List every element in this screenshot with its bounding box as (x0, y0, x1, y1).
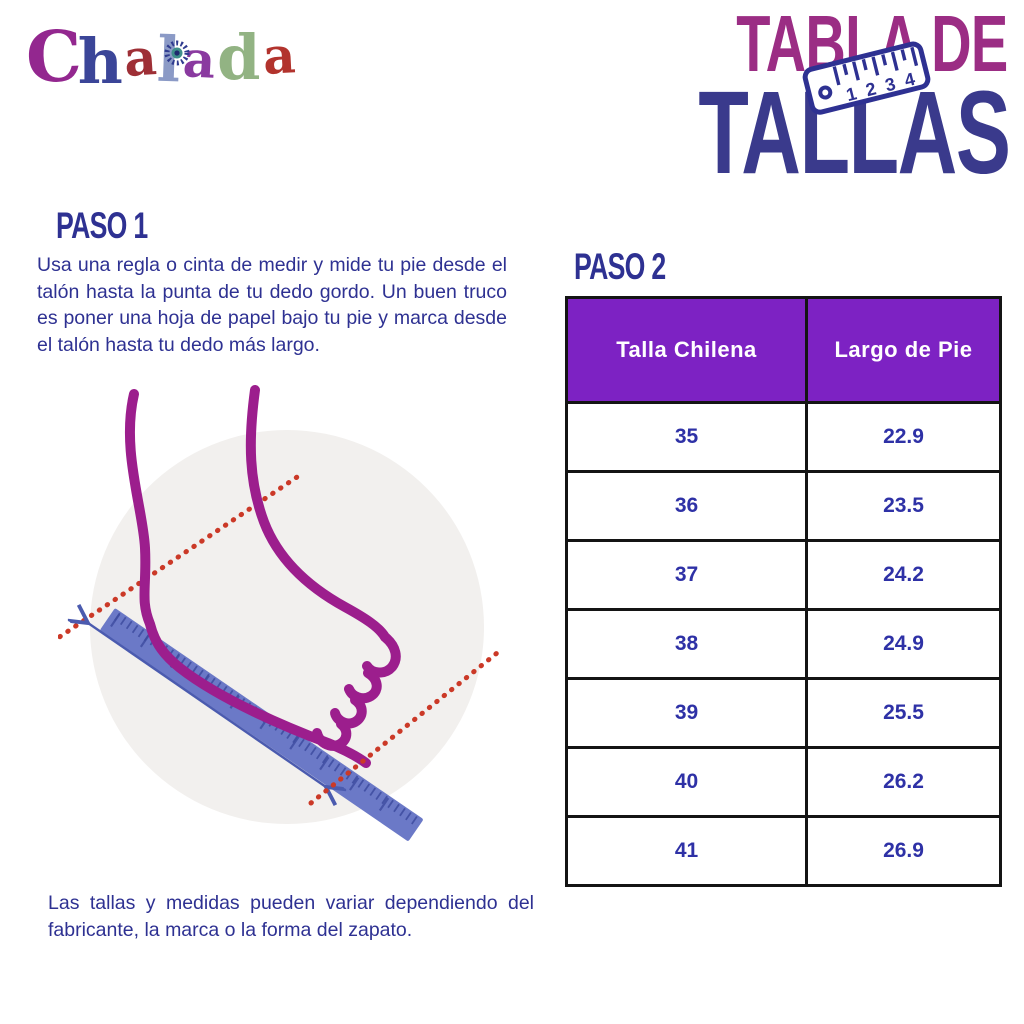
table-row: 35 22.9 (565, 401, 1002, 473)
table-header-size: Talla Chilena (565, 296, 808, 404)
table-row: 38 24.9 (565, 608, 1002, 680)
table-cell-size: 39 (565, 677, 808, 749)
table-header-length: Largo de Pie (805, 296, 1002, 404)
table-cell-length: 24.2 (805, 539, 1002, 611)
logo-letter: d (217, 21, 261, 94)
ruler-icon: 1 2 3 4 (802, 41, 931, 115)
table-cell-size: 41 (565, 815, 808, 887)
table-cell-length: 26.2 (805, 746, 1002, 818)
table-row: 36 23.5 (565, 470, 1002, 542)
foot-outline (124, 385, 401, 768)
footnote-text: Las tallas y medidas pueden variar depen… (48, 892, 534, 941)
table-header-row: Talla Chilena Largo de Pie (565, 296, 1002, 404)
table-cell-length: 26.9 (805, 815, 1002, 887)
foot-measurement-illustration (58, 385, 505, 841)
table-cell-length: 25.5 (805, 677, 1002, 749)
logo-letter: h (77, 25, 123, 98)
table-row: 40 26.2 (565, 746, 1002, 818)
ruler-number: 1 (844, 83, 859, 105)
table-cell-size: 38 (565, 608, 808, 680)
table-cell-length: 24.9 (805, 608, 1002, 680)
toe-guide-line (308, 646, 505, 806)
logo-letter: a (121, 26, 159, 89)
table-cell-size: 35 (565, 401, 808, 473)
ruler-number: 2 (864, 78, 879, 100)
table-row: 37 24.2 (565, 539, 1002, 611)
table-cell-length: 23.5 (805, 470, 1002, 542)
logo-letter: C (24, 14, 84, 99)
table-row: 41 26.9 (565, 815, 1002, 887)
ruler-number: 3 (883, 74, 898, 96)
brand-logo: Chalada (25, 14, 297, 99)
flower-icon (164, 40, 190, 66)
table-cell-length: 22.9 (805, 401, 1002, 473)
step1-instructions: Usa una regla o cinta de medir y mide tu… (37, 254, 507, 357)
logo-letter: a (260, 25, 297, 86)
ruler-number: 4 (902, 69, 917, 91)
size-table: Talla Chilena Largo de Pie 35 22.9 36 23.5 3… (565, 296, 1002, 887)
step1-heading: PASO 1 (56, 205, 148, 246)
table-cell-size: 36 (565, 470, 808, 542)
step2-heading: PASO 2 (574, 246, 666, 287)
table-cell-size: 40 (565, 746, 808, 818)
table-cell-size: 37 (565, 539, 808, 611)
measurement-arrow (88, 623, 326, 787)
table-row: 39 25.5 (565, 677, 1002, 749)
